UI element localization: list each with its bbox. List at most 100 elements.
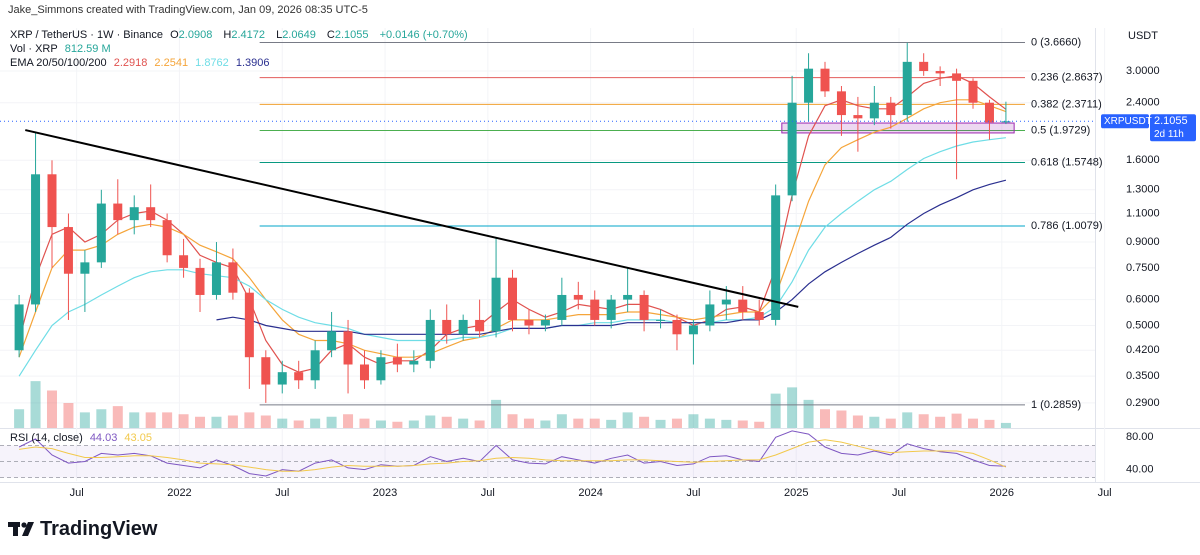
badge-countdown: 2d 11h xyxy=(1154,129,1184,140)
y-tick-label: 2.4000 xyxy=(1126,97,1160,109)
candle-body xyxy=(129,207,139,221)
price-badge xyxy=(1101,114,1149,129)
volume-bar xyxy=(441,416,452,428)
volume-bar xyxy=(803,399,814,428)
candle-body xyxy=(688,325,698,335)
volume-bar xyxy=(178,414,189,428)
volume-bar xyxy=(721,419,732,428)
candle-body xyxy=(228,262,238,293)
volume-bar xyxy=(491,399,502,428)
candle-body xyxy=(409,360,419,365)
volume-bar xyxy=(622,412,633,428)
candle-body xyxy=(902,61,912,116)
volume-bar xyxy=(885,418,896,428)
volume-bar xyxy=(112,406,123,428)
volume-bar xyxy=(918,414,929,428)
candle-body xyxy=(179,255,189,268)
ema-value: 1.8762 xyxy=(195,57,229,69)
legend-ema: EMA 20/50/100/200 2.2918 2.2541 1.8762 1… xyxy=(10,57,274,69)
volume-value: 812.59 M xyxy=(64,43,111,55)
x-tick-label: Jul xyxy=(275,487,289,499)
candle-body xyxy=(557,294,567,320)
y-tick-label: 0.3500 xyxy=(1126,370,1160,382)
candle-body xyxy=(96,203,106,263)
ohlc-letter: H xyxy=(223,29,232,41)
candle-body xyxy=(540,319,550,326)
x-tick-label: 2022 xyxy=(167,487,191,499)
ohlc: C2.1055 xyxy=(327,29,373,41)
candle-body xyxy=(211,262,221,295)
y-tick-label: 1.1000 xyxy=(1126,207,1160,219)
fib-label: 0.236 (2.8637) xyxy=(1031,72,1103,84)
candle-body xyxy=(573,294,583,300)
candle-body xyxy=(952,73,962,81)
rsi-tick-label: 80.00 xyxy=(1126,431,1154,443)
trendline xyxy=(25,129,799,308)
volume-bar xyxy=(869,416,880,428)
volume-bar xyxy=(968,418,979,428)
candle-body xyxy=(968,80,978,103)
volume-bar xyxy=(639,416,650,428)
candle-body xyxy=(80,262,90,274)
volume-bar xyxy=(408,420,419,428)
candle-body xyxy=(146,207,156,221)
candle-body xyxy=(359,364,369,381)
logo-icon xyxy=(8,522,34,536)
candle-body xyxy=(376,357,386,381)
y-tick-label: 0.6000 xyxy=(1126,294,1160,306)
volume-bar xyxy=(227,415,238,428)
volume-bar xyxy=(30,381,41,428)
candle-body xyxy=(508,277,518,320)
candle-body xyxy=(984,102,994,123)
candle-body xyxy=(491,277,501,332)
x-tick-label: Jul xyxy=(70,487,84,499)
volume-bar xyxy=(425,415,436,428)
volume-bar xyxy=(688,414,699,428)
candle-body xyxy=(425,319,435,361)
candle-body xyxy=(672,319,682,335)
rsi-line xyxy=(19,439,1007,472)
symbol: XRP / TetherUS · 1W · Binance xyxy=(10,29,164,41)
volume-bar xyxy=(655,419,666,428)
y-tick-label: 0.2900 xyxy=(1126,397,1160,409)
ohlc-letter: C xyxy=(326,29,335,41)
rsi-value: 43.05 xyxy=(124,432,152,444)
change: +0.0146 (+0.70%) xyxy=(379,29,468,41)
volume-bar xyxy=(523,418,534,428)
volume-bar xyxy=(458,418,469,428)
ema-value: 2.2918 xyxy=(113,57,148,69)
candle-body xyxy=(113,203,123,221)
candle-body xyxy=(639,294,649,320)
y-tick-label: 0.5000 xyxy=(1126,319,1160,331)
volume-bar xyxy=(819,409,830,428)
rsi-value: 44.03 xyxy=(89,432,118,444)
volume-label: Vol · XRP xyxy=(10,43,58,55)
legend-symbol: XRP / TetherUS · 1W · Binance O2.0908 H2… xyxy=(10,29,472,41)
volume-bar xyxy=(46,390,57,428)
rsi-tick-label: 40.00 xyxy=(1126,463,1154,475)
volume-bar xyxy=(474,420,485,428)
volume-bar xyxy=(507,414,518,428)
ohlc-value: 2.0908 xyxy=(178,29,213,41)
candle-body xyxy=(294,372,304,381)
volume-bar xyxy=(96,409,107,428)
volume-bar xyxy=(556,414,567,428)
fib-label: 0.786 (1.0079) xyxy=(1031,220,1103,232)
y-tick-label: 1.6000 xyxy=(1126,154,1160,166)
x-tick-label: Jul xyxy=(1098,487,1112,499)
candle-body xyxy=(310,350,320,381)
ohlc-letter: L xyxy=(276,29,283,41)
ohlc-value: 2.1055 xyxy=(334,29,369,41)
candle-body xyxy=(886,102,896,116)
candle-body xyxy=(343,331,353,365)
candle-body xyxy=(162,220,172,256)
volume-bar xyxy=(573,418,584,428)
volume-bar xyxy=(129,412,140,428)
y-tick-label: 0.7500 xyxy=(1126,262,1160,274)
candle-body xyxy=(244,292,254,358)
ohlc-value: 2.4172 xyxy=(231,29,265,41)
fib-label: 0.618 (1.5748) xyxy=(1031,156,1103,168)
ema-label: EMA 20/50/100/200 xyxy=(10,57,107,69)
volume-bar xyxy=(310,418,321,428)
ohlc-value: 2.0649 xyxy=(282,29,316,41)
